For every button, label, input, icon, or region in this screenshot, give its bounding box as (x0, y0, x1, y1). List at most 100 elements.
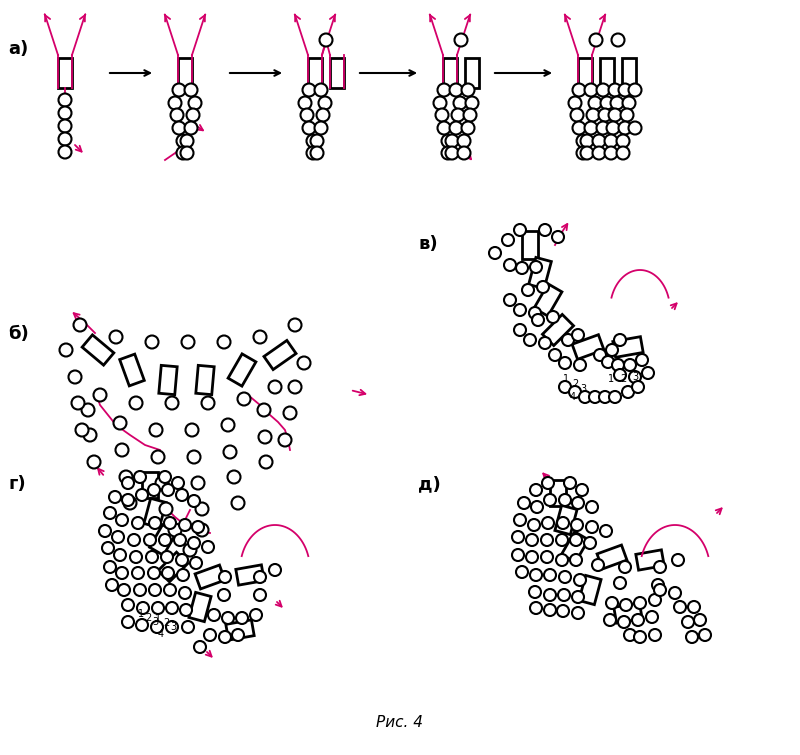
Circle shape (181, 134, 194, 147)
Circle shape (159, 471, 171, 483)
Circle shape (187, 451, 201, 464)
Circle shape (489, 247, 501, 259)
Circle shape (306, 146, 319, 159)
Circle shape (572, 497, 584, 509)
Circle shape (166, 621, 178, 633)
Circle shape (581, 146, 594, 159)
Bar (529, 257, 551, 288)
Circle shape (132, 567, 144, 579)
Text: 2: 2 (620, 374, 626, 384)
Circle shape (122, 477, 134, 489)
Circle shape (136, 619, 148, 631)
Circle shape (570, 534, 582, 546)
Circle shape (572, 591, 584, 603)
Text: 4: 4 (158, 629, 164, 639)
Circle shape (532, 314, 544, 326)
Circle shape (189, 97, 202, 109)
Circle shape (526, 551, 538, 563)
Circle shape (552, 231, 564, 243)
Bar (196, 365, 214, 395)
Circle shape (179, 519, 191, 531)
Circle shape (319, 33, 333, 47)
Text: 1: 1 (608, 374, 614, 384)
Bar (562, 532, 589, 562)
Circle shape (624, 629, 636, 641)
Circle shape (562, 334, 574, 346)
Circle shape (289, 381, 302, 393)
Text: б): б) (8, 325, 29, 343)
Text: 2: 2 (163, 618, 170, 628)
Bar (572, 334, 604, 359)
Circle shape (593, 146, 606, 159)
Circle shape (190, 557, 202, 569)
Circle shape (606, 344, 618, 356)
Circle shape (569, 386, 581, 398)
Circle shape (688, 601, 700, 613)
Circle shape (559, 357, 571, 369)
Circle shape (191, 476, 205, 489)
Circle shape (577, 146, 590, 159)
Text: 1: 1 (563, 374, 569, 384)
Circle shape (593, 134, 606, 147)
Circle shape (151, 621, 163, 633)
Circle shape (458, 134, 470, 147)
Circle shape (530, 484, 542, 496)
Circle shape (570, 109, 583, 122)
Circle shape (87, 455, 101, 469)
Circle shape (622, 97, 635, 109)
Circle shape (571, 519, 583, 531)
Circle shape (524, 334, 536, 346)
Circle shape (173, 84, 186, 97)
Circle shape (526, 534, 538, 546)
Circle shape (186, 109, 199, 122)
Circle shape (586, 109, 599, 122)
Circle shape (654, 561, 666, 573)
Circle shape (74, 319, 86, 331)
Bar (150, 525, 177, 555)
Text: д): д) (418, 475, 441, 493)
Bar (534, 284, 562, 316)
Circle shape (110, 331, 122, 344)
Circle shape (116, 514, 128, 526)
Circle shape (512, 549, 524, 561)
Circle shape (632, 614, 644, 626)
Bar (189, 593, 211, 621)
Circle shape (202, 541, 214, 553)
Bar (550, 480, 566, 506)
Circle shape (218, 335, 230, 349)
Circle shape (177, 569, 189, 581)
Circle shape (438, 84, 450, 97)
Circle shape (514, 324, 526, 336)
Circle shape (632, 381, 644, 393)
Circle shape (559, 571, 571, 583)
Circle shape (649, 629, 661, 641)
Circle shape (71, 396, 85, 409)
Circle shape (589, 97, 602, 109)
Circle shape (576, 484, 588, 496)
Circle shape (155, 476, 169, 489)
Bar (264, 341, 296, 370)
Circle shape (102, 542, 114, 554)
Circle shape (182, 621, 194, 633)
Circle shape (669, 587, 681, 599)
Circle shape (586, 501, 598, 513)
Circle shape (69, 371, 82, 384)
Circle shape (618, 84, 631, 97)
Bar (58, 58, 72, 88)
Circle shape (629, 122, 642, 134)
Circle shape (208, 609, 220, 621)
Circle shape (164, 584, 176, 596)
Circle shape (624, 359, 636, 371)
Circle shape (134, 584, 146, 596)
Circle shape (614, 577, 626, 589)
Circle shape (634, 631, 646, 643)
Circle shape (516, 566, 528, 578)
Circle shape (617, 134, 630, 147)
Circle shape (544, 569, 556, 581)
Circle shape (177, 134, 190, 147)
Circle shape (585, 122, 598, 134)
Bar (579, 575, 601, 605)
Circle shape (544, 589, 556, 601)
Circle shape (289, 319, 302, 331)
Text: а): а) (8, 40, 28, 58)
